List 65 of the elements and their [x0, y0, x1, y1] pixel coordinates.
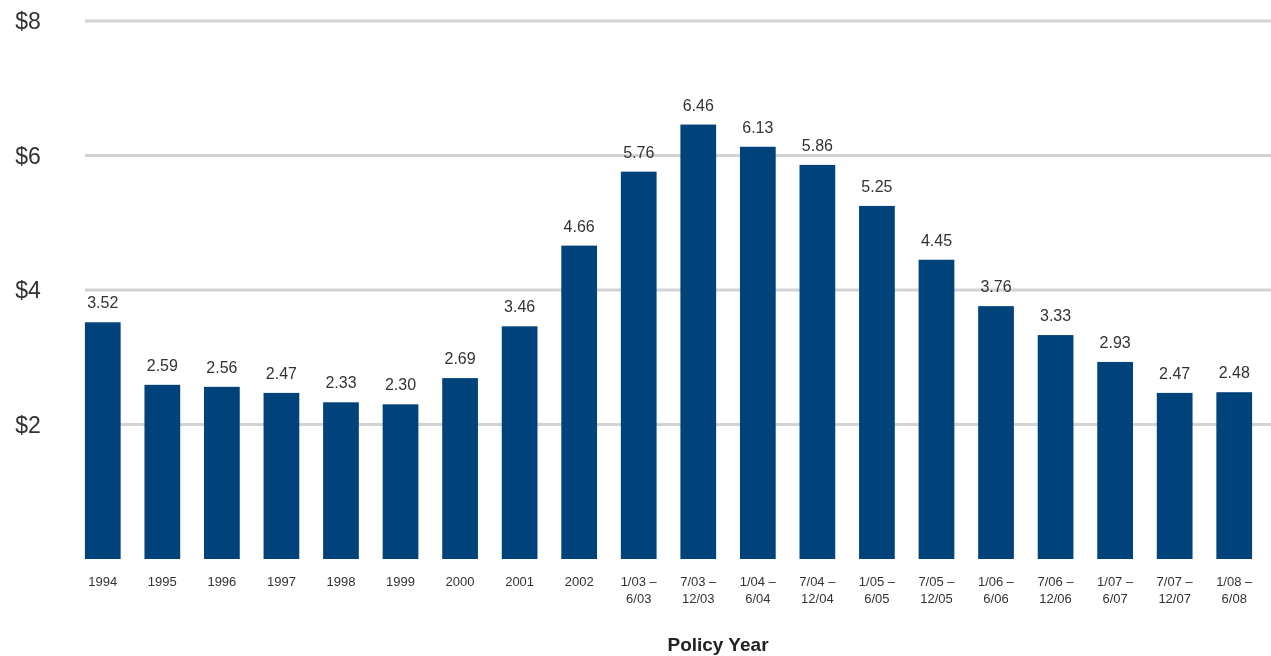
data-label: 3.76 [980, 278, 1012, 296]
x-tick-label: 7/06 – 12/06 [1037, 574, 1075, 606]
data-label: 2.59 [146, 356, 178, 374]
x-tick-label: 2002 [564, 574, 594, 589]
data-label: 2.56 [206, 358, 238, 376]
bar [799, 164, 836, 559]
x-axis-title: Policy Year [667, 634, 770, 655]
x-tick-label: 1/05 – 6/05 [858, 574, 896, 606]
data-label: 5.76 [623, 143, 655, 161]
bar [1097, 361, 1133, 559]
data-label: 2.48 [1218, 364, 1250, 382]
bar [1037, 335, 1074, 559]
bar [739, 146, 776, 559]
bar [204, 386, 240, 559]
y-tick-label: $8 [15, 8, 41, 35]
data-label: 2.33 [325, 374, 357, 392]
data-label: 2.30 [384, 376, 417, 394]
bar [144, 384, 181, 559]
bar [561, 245, 598, 559]
bar [1216, 392, 1253, 559]
x-tick-label: 1996 [207, 574, 237, 589]
x-tick-label: 7/04 – 12/04 [799, 574, 837, 606]
x-tick-label: 2000 [445, 574, 475, 589]
y-tick-label: $2 [15, 411, 41, 438]
bar [382, 404, 419, 559]
data-label: 2.69 [444, 350, 476, 368]
x-tick-label: 2001 [505, 574, 535, 589]
data-label: 6.46 [682, 96, 714, 114]
x-tick-label: 7/03 – 12/03 [680, 574, 718, 606]
bar [1156, 392, 1193, 559]
x-tick-label: 1998 [326, 574, 356, 589]
bar [501, 326, 538, 559]
x-tick-label: 7/07 – 12/07 [1156, 574, 1194, 606]
x-tick-label: 1/07 – 6/07 [1097, 574, 1134, 606]
y-tick-label: $4 [15, 277, 41, 304]
x-tick-label: 1995 [147, 574, 177, 589]
x-tick-label: 7/05 – 12/05 [918, 574, 956, 606]
data-label: 2.47 [1159, 364, 1191, 382]
data-label: 4.45 [920, 231, 953, 249]
data-label: 5.25 [861, 177, 893, 195]
data-label: 6.13 [742, 118, 774, 136]
data-label: 3.33 [1040, 307, 1072, 325]
data-label: 2.93 [1099, 333, 1131, 351]
bar [84, 322, 121, 559]
x-tick-label: 1/06 – 6/06 [977, 574, 1015, 606]
y-tick-label: $6 [15, 142, 41, 169]
x-tick-label: 1997 [266, 574, 296, 589]
bar [263, 392, 300, 559]
x-tick-label: 1/08 – 6/08 [1216, 574, 1254, 606]
x-tick-label: 1999 [386, 574, 415, 589]
data-label: 3.46 [504, 298, 536, 316]
data-label: 3.52 [87, 294, 119, 312]
bar [442, 378, 478, 559]
bar [978, 306, 1014, 559]
bar [620, 171, 657, 559]
bar [323, 402, 359, 559]
x-tick-label: 1/04 – 6/04 [739, 574, 777, 606]
data-label: 4.66 [563, 217, 595, 235]
data-label: 2.47 [265, 364, 298, 382]
bar [680, 124, 717, 559]
x-tick-label: 1994 [88, 574, 118, 589]
bar [918, 259, 955, 559]
data-label: 5.86 [801, 136, 834, 154]
x-tick-label: 1/03 – 6/03 [620, 574, 658, 606]
bar [859, 205, 895, 559]
